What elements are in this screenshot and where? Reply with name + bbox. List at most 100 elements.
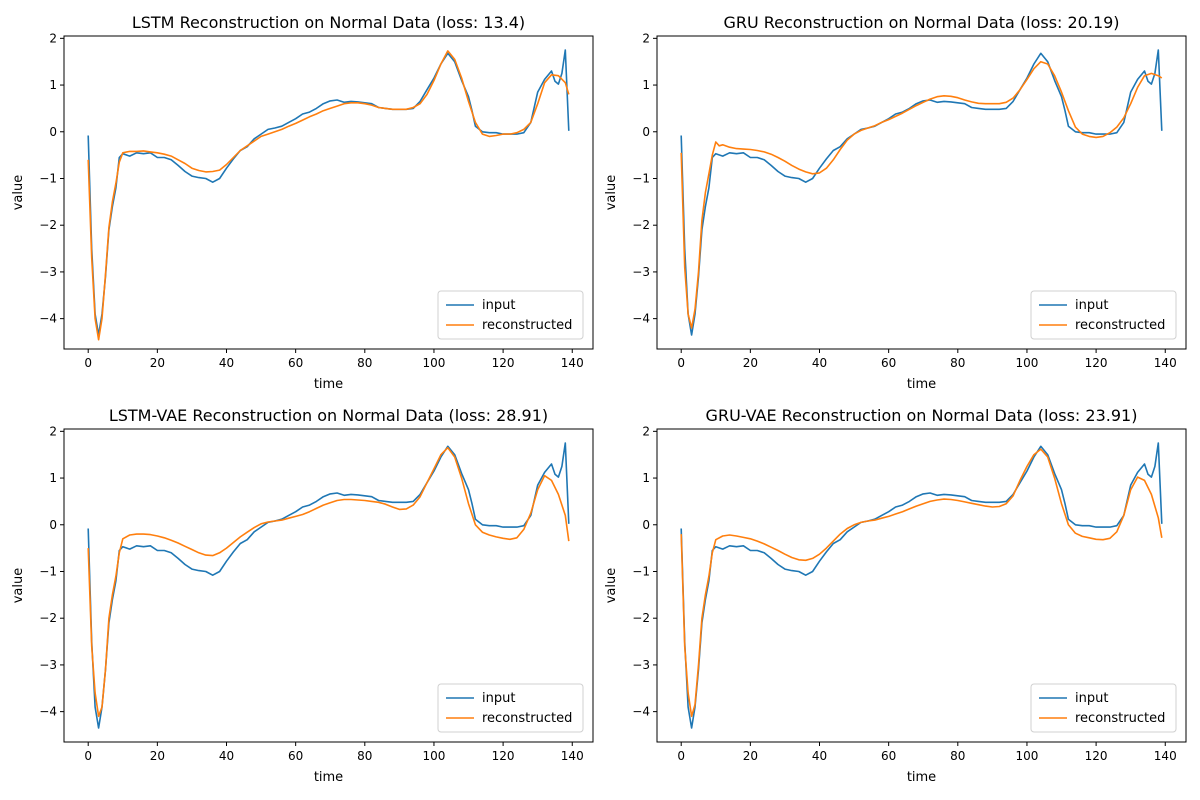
x-tick-label: 0 <box>677 749 685 763</box>
y-tick-label: 0 <box>642 125 650 139</box>
subplot-lstm: LSTM Reconstruction on Normal Data (loss… <box>11 13 594 392</box>
y-tick-label: 1 <box>49 78 57 92</box>
chart-title: GRU-VAE Reconstruction on Normal Data (l… <box>706 406 1138 425</box>
y-tick-label: −1 <box>632 564 650 578</box>
y-tick-label: −3 <box>39 658 57 672</box>
subplot-gru: GRU Reconstruction on Normal Data (loss:… <box>604 13 1187 392</box>
y-tick-label: −3 <box>632 265 650 279</box>
chart-title: LSTM Reconstruction on Normal Data (loss… <box>132 13 525 32</box>
series-line-input <box>680 49 1163 336</box>
series-line-reconstructed <box>680 60 1163 329</box>
y-tick-label: −4 <box>632 705 650 719</box>
legend-box <box>437 290 584 340</box>
y-tick-label: 0 <box>49 125 57 139</box>
x-tick-label: 140 <box>1154 749 1177 763</box>
y-tick-label: −3 <box>632 658 650 672</box>
subplot-gru-vae: GRU-VAE Reconstruction on Normal Data (l… <box>604 406 1187 785</box>
y-tick-label: 0 <box>49 518 57 532</box>
chart-title: GRU Reconstruction on Normal Data (loss:… <box>723 13 1119 32</box>
axes-frame <box>656 428 1187 743</box>
series-line-input <box>680 442 1163 729</box>
x-tick-label: 0 <box>84 356 92 370</box>
legend-label-input: input <box>1075 298 1108 313</box>
x-tick-label: 40 <box>219 356 234 370</box>
x-tick-label: 120 <box>492 356 515 370</box>
chart-title: LSTM-VAE Reconstruction on Normal Data (… <box>109 406 548 425</box>
y-tick-label: 2 <box>642 424 650 438</box>
legend-box <box>437 683 584 733</box>
x-tick-label: 100 <box>423 749 446 763</box>
legend-box <box>1030 290 1177 340</box>
y-axis-label: value <box>604 175 619 211</box>
x-tick-label: 80 <box>950 356 965 370</box>
x-tick-label: 140 <box>1154 356 1177 370</box>
legend-label-reconstructed: reconstructed <box>482 318 572 333</box>
x-tick-label: 60 <box>881 356 896 370</box>
legend-label-reconstructed: reconstructed <box>1075 318 1165 333</box>
y-tick-label: 2 <box>642 31 650 45</box>
y-axis-label: value <box>11 568 26 604</box>
x-tick-label: 20 <box>150 749 165 763</box>
y-tick-label: −2 <box>39 611 57 625</box>
y-tick-label: −2 <box>39 218 57 232</box>
x-tick-label: 100 <box>1016 356 1039 370</box>
y-axis-label: value <box>604 568 619 604</box>
x-tick-label: 60 <box>288 356 303 370</box>
legend-label-input: input <box>1075 691 1108 706</box>
x-tick-label: 0 <box>84 749 92 763</box>
x-axis-label: time <box>907 377 936 392</box>
series-line-reconstructed <box>87 446 570 718</box>
subplot-lstm-vae: LSTM-VAE Reconstruction on Normal Data (… <box>11 406 594 785</box>
y-tick-label: −3 <box>39 265 57 279</box>
legend-label-reconstructed: reconstructed <box>482 711 572 726</box>
x-tick-label: 40 <box>219 749 234 763</box>
y-tick-label: 1 <box>642 471 650 485</box>
x-tick-label: 20 <box>743 356 758 370</box>
x-tick-label: 120 <box>1085 356 1108 370</box>
y-tick-label: −1 <box>632 171 650 185</box>
x-tick-label: 120 <box>1085 749 1108 763</box>
x-tick-label: 140 <box>561 749 584 763</box>
x-axis-label: time <box>314 377 343 392</box>
x-tick-label: 80 <box>357 749 372 763</box>
x-axis-label: time <box>907 770 936 785</box>
legend-label-reconstructed: reconstructed <box>1075 711 1165 726</box>
y-tick-label: 1 <box>49 471 57 485</box>
x-tick-label: 120 <box>492 749 515 763</box>
y-tick-label: 2 <box>49 424 57 438</box>
y-tick-label: 0 <box>642 518 650 532</box>
y-tick-label: −2 <box>632 218 650 232</box>
x-tick-label: 140 <box>561 356 584 370</box>
axes-frame <box>63 428 594 743</box>
legend-box <box>1030 683 1177 733</box>
x-tick-label: 40 <box>812 749 827 763</box>
series-line-reconstructed <box>680 448 1163 718</box>
x-tick-label: 20 <box>743 749 758 763</box>
series-line-reconstructed <box>87 50 570 341</box>
x-tick-label: 40 <box>812 356 827 370</box>
y-tick-label: −2 <box>632 611 650 625</box>
x-axis-label: time <box>314 770 343 785</box>
legend-label-input: input <box>482 298 515 313</box>
x-tick-label: 0 <box>677 356 685 370</box>
x-tick-label: 100 <box>423 356 446 370</box>
y-tick-label: −4 <box>632 312 650 326</box>
axes-frame <box>63 35 594 350</box>
x-tick-label: 20 <box>150 356 165 370</box>
x-tick-label: 80 <box>950 749 965 763</box>
x-tick-label: 100 <box>1016 749 1039 763</box>
legend-label-input: input <box>482 691 515 706</box>
axes-frame <box>656 35 1187 350</box>
y-tick-label: −4 <box>39 705 57 719</box>
y-tick-label: −4 <box>39 312 57 326</box>
y-tick-label: 2 <box>49 31 57 45</box>
y-axis-label: value <box>11 175 26 211</box>
y-tick-label: 1 <box>642 78 650 92</box>
series-line-input <box>87 49 570 336</box>
series-line-input <box>87 442 570 729</box>
y-tick-label: −1 <box>39 564 57 578</box>
x-tick-label: 60 <box>288 749 303 763</box>
x-tick-label: 80 <box>357 356 372 370</box>
x-tick-label: 60 <box>881 749 896 763</box>
